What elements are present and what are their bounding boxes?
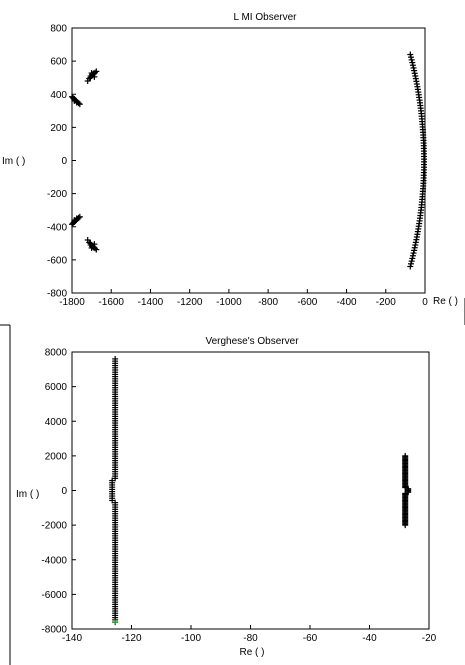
x-tick-label: -400: [337, 297, 357, 308]
x-tick-label: -1400: [138, 297, 164, 308]
y-tick-label: 8000: [45, 348, 68, 359]
x-tick-label: -600: [297, 297, 317, 308]
y-tick-label: -600: [47, 255, 67, 266]
data-points: [69, 52, 427, 270]
chart-vergheses-observer: Verghese's Observer -8000-6000-4000-2000…: [16, 336, 437, 658]
x-tick-label: 0: [422, 297, 428, 308]
y-tick-label: 4000: [45, 417, 68, 428]
x-axis: -140 -120 -100 -80 -60 -40 -20: [62, 625, 437, 644]
chart-lmi-observer: L MI Observer -800 -600 -400 -200 0 200 400 600…: [2, 12, 458, 308]
y-tick-label: 0: [61, 156, 67, 167]
x-tick-label: -60: [303, 633, 318, 644]
x-tick-label: -1800: [59, 297, 85, 308]
y-tick-label: -6000: [41, 590, 67, 601]
x-tick-label: -1600: [98, 297, 124, 308]
x-axis-label: Re ( ): [433, 296, 458, 307]
x-tick-label: -1000: [216, 297, 242, 308]
y-tick-label: 2000: [45, 451, 68, 462]
plot-frame: [72, 352, 429, 629]
y-axis-label: Im ( ): [2, 156, 25, 167]
x-tick-label: -1200: [177, 297, 203, 308]
y-tick-label: 200: [50, 123, 67, 134]
data-points: [109, 356, 411, 625]
y-tick-label: 400: [50, 90, 67, 101]
y-tick-label: 6000: [45, 382, 68, 393]
chart-title: Verghese's Observer: [205, 336, 299, 347]
x-tick-label: -80: [243, 633, 258, 644]
x-tick-label: -800: [258, 297, 278, 308]
x-tick-label: -120: [121, 633, 141, 644]
y-tick-label: -400: [47, 222, 67, 233]
x-tick-label: -20: [422, 633, 437, 644]
y-tick-label: 800: [50, 24, 67, 35]
plot-frame: [72, 28, 425, 293]
y-tick-label: -4000: [41, 555, 67, 566]
x-axis: -1800 -1600 -1400 -1200 -1000 -800 -600 -400 -20…: [59, 289, 428, 308]
x-axis-label: Re ( ): [240, 647, 265, 658]
x-tick-label: -140: [62, 633, 82, 644]
y-tick-label: 600: [50, 57, 67, 68]
y-tick-label: -2000: [41, 521, 67, 532]
x-tick-label: -40: [362, 633, 377, 644]
x-tick-label: -100: [181, 633, 201, 644]
y-tick-label: 0: [61, 486, 67, 497]
y-axis-label: Im ( ): [16, 489, 39, 500]
x-tick-label: -200: [376, 297, 396, 308]
chart-title: L MI Observer: [234, 12, 298, 23]
y-tick-label: -200: [47, 189, 67, 200]
